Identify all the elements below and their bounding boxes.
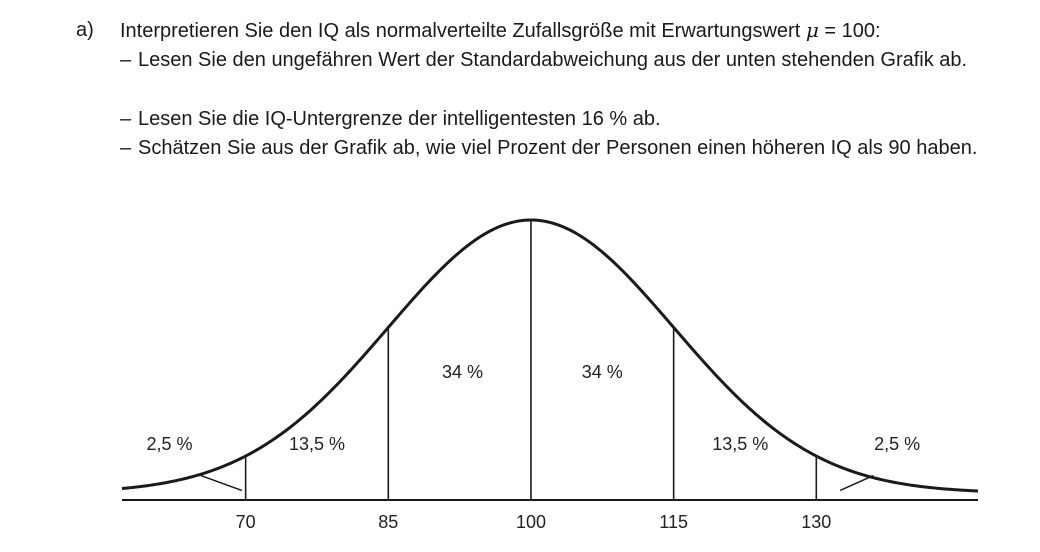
task-intro: Interpretieren Sie den IQ als normalvert… — [120, 17, 881, 44]
task-intro-text: Interpretieren Sie den IQ als normalvert… — [120, 20, 806, 42]
bullet-lower-bound: – Lesen Sie die IQ-Untergrenze der intel… — [120, 105, 980, 133]
x-tick-label-130: 130 — [801, 512, 831, 532]
x-tick-label-85: 85 — [378, 512, 398, 532]
region-label-5: 2,5 % — [874, 434, 920, 454]
bullet-dash: – — [120, 137, 132, 159]
region-label-2: 34 % — [442, 362, 483, 382]
region-label-3: 34 % — [582, 362, 623, 382]
task-intro-value: = 100: — [818, 20, 881, 42]
bullet-dash: – — [120, 108, 132, 130]
bullet-text: Schätzen Sie aus der Grafik ab, wie viel… — [138, 137, 978, 159]
region-pointer-0 — [200, 474, 243, 492]
region-pointer-5 — [839, 474, 874, 492]
task-label: a) — [76, 19, 94, 41]
task-a: a) Interpretieren Sie den IQ als normalv… — [0, 0, 1040, 200]
region-label-4: 13,5 % — [712, 434, 768, 454]
x-tick-label-100: 100 — [516, 512, 546, 532]
bell-curve — [121, 218, 979, 493]
bullet-dash: – — [120, 49, 132, 71]
bullet-standard-deviation: – Lesen Sie den ungefähren Wert der Stan… — [120, 46, 980, 74]
x-tick-label-115: 115 — [659, 512, 688, 532]
x-tick-label-70: 70 — [236, 512, 256, 532]
mu-symbol: μ — [805, 18, 819, 42]
bullet-percentage-above-90: – Schätzen Sie aus der Grafik ab, wie vi… — [120, 134, 980, 162]
bullet-text: Lesen Sie den ungefähren Wert der Standa… — [138, 49, 968, 71]
region-label-1: 13,5 % — [289, 434, 345, 454]
bullet-text: Lesen Sie die IQ-Untergrenze der intelli… — [138, 108, 661, 130]
region-label-0: 2,5 % — [147, 434, 193, 454]
